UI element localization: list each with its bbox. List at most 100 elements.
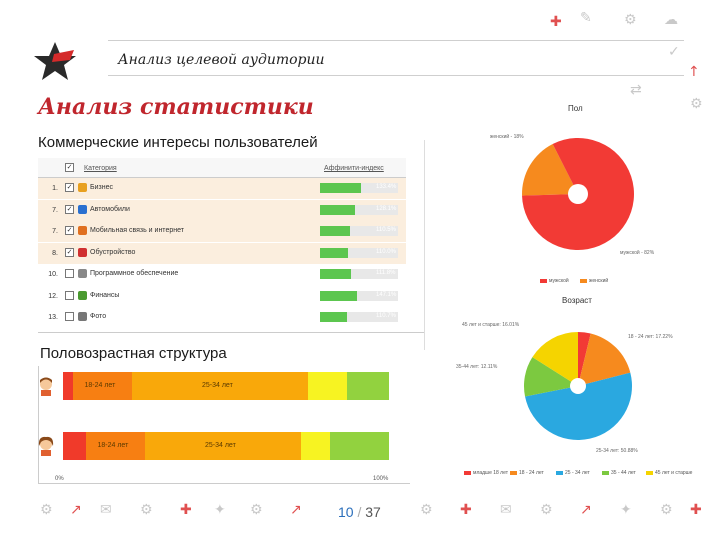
decor-icon: ✚ [550,14,562,30]
header-bar [108,40,684,76]
category-name[interactable]: Бизнес [90,184,113,191]
category-icon [78,204,87,214]
divider [424,140,425,350]
affinity-value: 128.1% [376,205,397,212]
age-segment: 25-34 лет [132,372,308,400]
table-row[interactable]: 7. ✓ Автомобили 128.1% [38,199,406,221]
category-name[interactable]: Мобильная связь и интернет [90,227,184,234]
affinity-bar-track [320,226,398,236]
star-logo-icon [34,42,76,80]
gear-icon: ⚙ [250,502,263,518]
divider [38,332,424,333]
row-checkbox[interactable]: ✓ [65,183,74,192]
affinity-bar [320,247,348,258]
page-number: 10 / 37 [338,504,381,520]
decor-icon: ✚ [180,502,192,518]
age-gender-heading: Половозрастная структура [40,345,227,362]
check-icon: ✓ [668,44,680,60]
age-segment-label: 18-24 лет [84,382,116,389]
age-pie-chart [524,332,632,440]
category-name[interactable]: Фото [90,313,107,320]
age-gender-chart: 18-24 лет 25-34 лет 18-24 лет 25-34 лет 0%… [38,366,410,484]
gender-pie-chart [522,138,634,250]
category-icon [78,269,87,278]
total-pages: 37 [365,504,381,520]
table-row[interactable]: 1. ✓ Бизнес 133.4% [38,178,406,199]
row-number: 10. [48,271,58,278]
affinity-bar-track [320,290,398,301]
row-checkbox[interactable] [65,269,74,278]
column-affinity[interactable]: Аффинити-индекс [324,165,384,172]
row-checkbox[interactable]: ✓ [65,247,74,257]
table-row[interactable]: 8. ✓ Обустройство 110.0% [38,242,406,264]
gear-icon: ⚙ [690,96,703,112]
column-category[interactable]: Категория [84,165,117,172]
age-segment-label: 25-34 лет [205,442,236,449]
chat-icon: ✉ [100,502,112,518]
gear-icon: ⚙ [40,502,53,518]
age-legend-item: младше 18 лет [464,470,508,476]
arrow-icon: ↑ [688,64,700,80]
affinity-bar [320,226,350,236]
affinity-bar [320,183,361,193]
table-row[interactable]: 13. Фото 110.7% [38,307,406,328]
affinity-value: 110.0% [376,248,396,255]
arrow-icon: ↗ [580,502,592,518]
category-name[interactable]: Обустройство [90,248,136,256]
age-legend-item: 25 - 34 лет [556,470,590,476]
table-row[interactable]: 12. Финансы 147.1% [38,286,406,307]
header-checkbox[interactable]: ✓ [65,163,74,172]
section-subtitle: Анализ целевой аудитории [118,52,325,68]
table-row[interactable]: 10. Программное обеспечение 111.8% [38,264,406,285]
gender-pie-title: Пол [568,104,583,113]
category-icon [78,226,87,235]
age-pie-title: Возраст [562,296,592,305]
row-number: 7. [52,206,58,214]
cloud-icon: ☁ [664,12,678,28]
table-row[interactable]: 7. ✓ Мобильная связь и интернет 110.5% [38,221,406,242]
row-checkbox[interactable] [65,312,74,321]
male-avatar-icon [40,377,52,396]
legend-female: женский [580,278,608,284]
affinity-bar-track [320,204,398,215]
age-segment [308,372,347,400]
affinity-bar-track [320,312,398,322]
decor-icon: ✚ [690,502,702,518]
arrow-icon: ↗ [290,502,302,518]
affinity-value: 147.1% [376,291,397,298]
row-number: 12. [48,292,58,300]
pie-slice [578,333,631,386]
row-checkbox[interactable] [65,290,74,300]
row-number: 13. [48,314,58,321]
pie-center [570,378,586,394]
legend-male: мужской [540,278,569,284]
table-header: ✓ Категория Аффинити-индекс [38,158,406,178]
female-age-bar: 18-24 лет 25-34 лет [63,432,389,460]
age-segment: 25-34 лет [145,432,301,460]
affinity-bar-track [320,247,398,258]
pie-slice [524,357,578,397]
pie-label-35-44: 35-44 лет: 12.11% [456,364,498,370]
male-age-bar: 18-24 лет 25-34 лет [63,372,389,400]
page-separator: / [357,504,362,520]
current-page: 10 [338,504,354,520]
category-name[interactable]: Автомобили [90,205,130,213]
axis-end-label: 100% [373,476,389,482]
pie-slice [532,332,578,386]
pie-label-25-34: 25-34 лет: 50.88% [596,448,638,454]
age-segment [347,372,389,400]
category-name[interactable]: Финансы [90,291,120,299]
age-legend-item: 35 - 44 лет [602,470,636,476]
age-segment: 18-24 лет [86,432,145,460]
axis-start-label: 0% [55,476,64,482]
age-segment [63,372,73,400]
gear-icon: ⚙ [624,12,637,28]
page-title: Анализ статистики [38,94,314,120]
category-name[interactable]: Программное обеспечение [90,270,179,277]
age-segment [63,432,86,460]
bird-icon: ✦ [620,502,632,518]
category-icon [78,290,87,300]
pie-slice [578,332,591,386]
row-checkbox[interactable]: ✓ [65,226,74,235]
row-checkbox[interactable]: ✓ [65,204,74,214]
